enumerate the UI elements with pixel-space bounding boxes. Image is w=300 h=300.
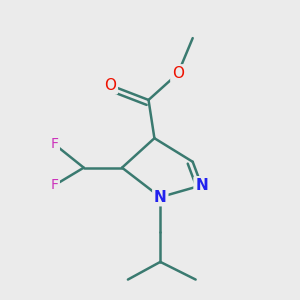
- Text: F: F: [50, 137, 58, 151]
- Text: O: O: [172, 66, 184, 81]
- Text: O: O: [104, 78, 116, 93]
- Text: N: N: [154, 190, 167, 205]
- Text: F: F: [50, 178, 58, 192]
- Text: N: N: [195, 178, 208, 193]
